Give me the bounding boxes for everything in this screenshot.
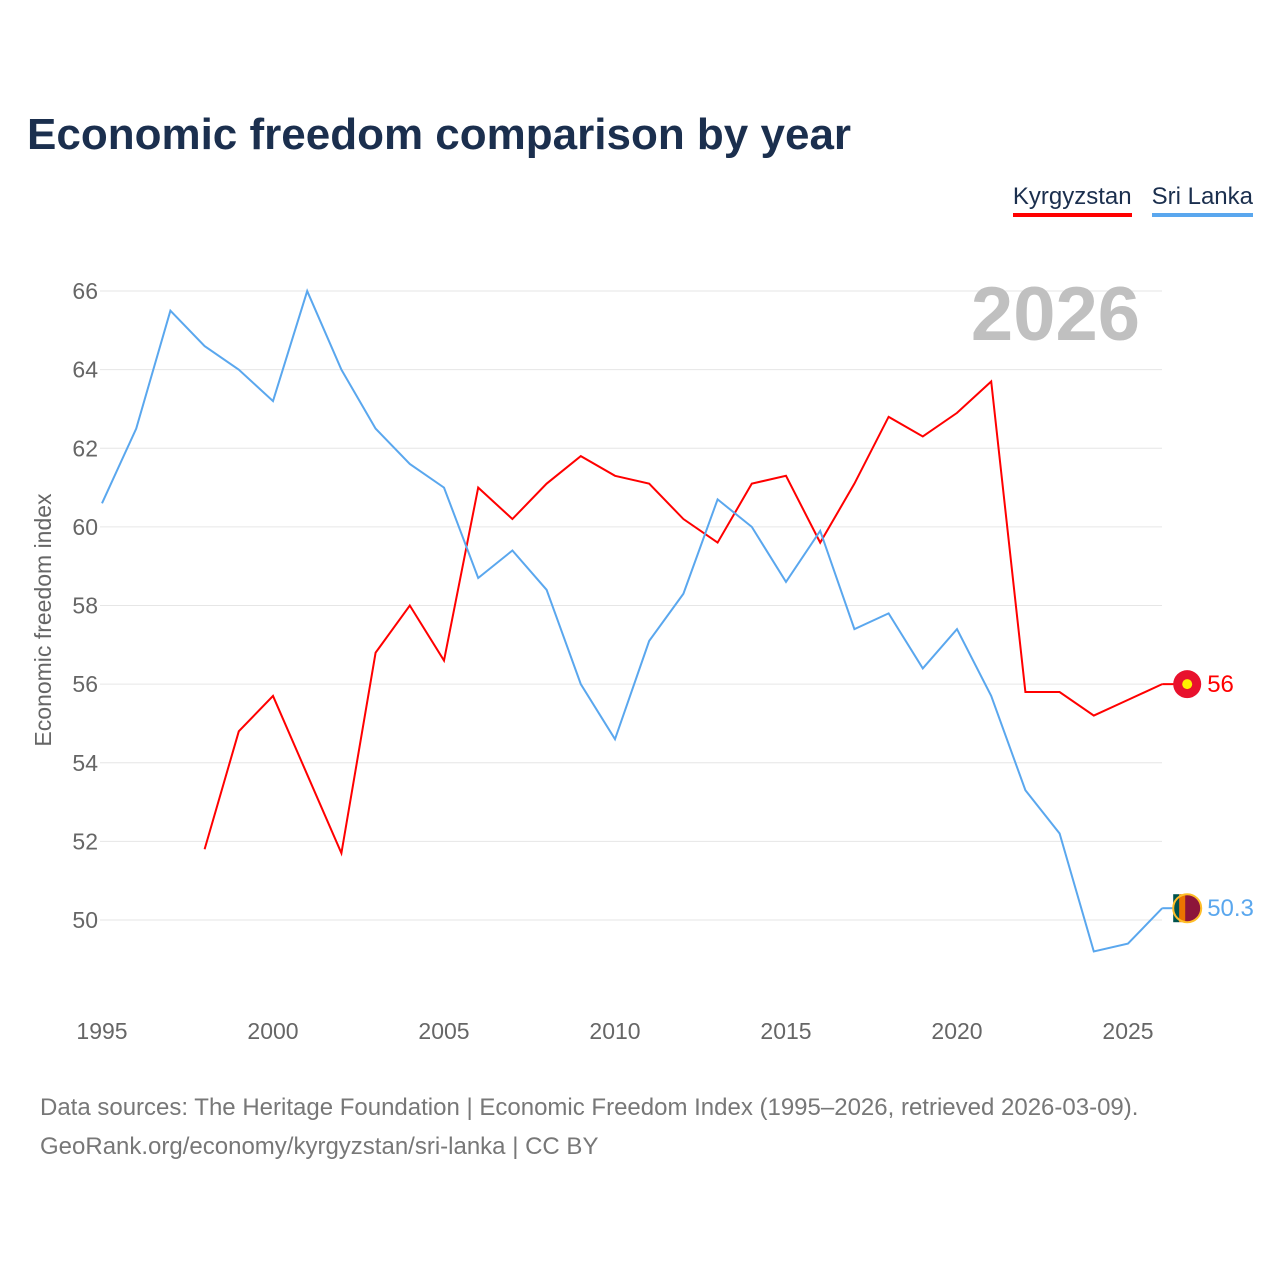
- y-tick-label: 54: [72, 750, 98, 776]
- end-value-label: 50.3: [1207, 895, 1254, 922]
- chart-title: Economic freedom comparison by year: [27, 110, 852, 159]
- y-tick-label: 58: [72, 593, 98, 619]
- x-tick-label: 1995: [76, 1018, 127, 1044]
- year-watermark: 2026: [971, 272, 1140, 357]
- kyrgyzstan-flag-icon: [1173, 670, 1202, 699]
- source-line-1: Data sources: The Heritage Foundation | …: [40, 1094, 1139, 1121]
- x-tick-label: 2000: [247, 1018, 298, 1044]
- x-tick-label: 2005: [418, 1018, 469, 1044]
- y-tick-label: 52: [72, 828, 98, 854]
- legend-item-sri-lanka[interactable]: Sri Lanka: [1151, 183, 1253, 217]
- sri-lanka-flag-icon: [1172, 893, 1203, 924]
- y-tick-label: 66: [72, 278, 98, 304]
- series-line-sri-lanka: [101, 288, 1163, 953]
- y-tick-label: 50: [72, 907, 98, 933]
- end-value-label: 56: [1207, 671, 1234, 698]
- y-tick-label: 56: [72, 671, 98, 697]
- source-line-2[interactable]: GeoRank.org/economy/kyrgyzstan/sri-lanka…: [40, 1133, 599, 1160]
- legend: Kyrgyzstan Sri Lanka: [1012, 183, 1253, 217]
- x-tick-label: 2015: [760, 1018, 811, 1044]
- series-line-kyrgyzstan: [203, 379, 1163, 857]
- y-tick-label: 60: [72, 514, 98, 540]
- x-tick-label: 2010: [589, 1018, 640, 1044]
- y-tick-label: 64: [72, 357, 98, 383]
- y-axis-label: Economic freedom index: [30, 493, 56, 747]
- source-note: Data sources: The Heritage Foundation | …: [40, 1088, 1138, 1166]
- legend-item-kyrgyzstan[interactable]: Kyrgyzstan: [1012, 183, 1132, 217]
- x-tick-label: 2020: [931, 1018, 982, 1044]
- y-tick-label: 62: [72, 435, 98, 461]
- x-tick-label: 2025: [1102, 1018, 1153, 1044]
